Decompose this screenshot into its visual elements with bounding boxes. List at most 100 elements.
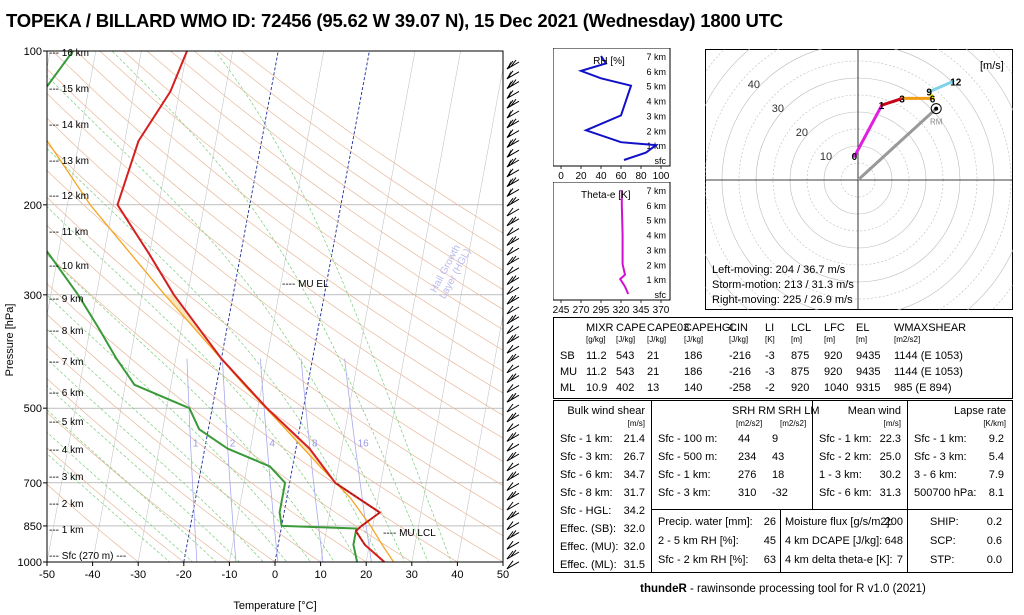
lower-tables: Bulk wind shear [m/s] Sfc - 1 km: 21.4 Sfc -… (553, 400, 1013, 573)
temperature-tick-label: 30 (406, 569, 418, 581)
dry-adiabat (47, 345, 322, 562)
param-unit: [K] (765, 335, 775, 344)
thetae-line (618, 190, 630, 295)
wind-barb (506, 521, 520, 531)
pressure-tick-label: 100 (24, 46, 42, 58)
temperature-tick-label: -10 (221, 569, 237, 581)
temperature-tick-label: -40 (85, 569, 101, 581)
wind-barb (506, 442, 520, 452)
hodo-ring-label: 40 (748, 79, 760, 91)
height-label: --- 1 km (49, 525, 83, 536)
table-row-value: 0.6 (986, 535, 1002, 547)
mu-lcl-label: ---- MU LCL (383, 528, 436, 539)
param-value: -216 (729, 350, 752, 362)
param-value: 543 (616, 350, 635, 362)
profile-height-label: sfc (654, 156, 666, 166)
table-row-label: Sfc - 2 km: (819, 451, 872, 463)
dewpoint-line (47, 51, 359, 562)
moist-adiabat (47, 328, 288, 562)
srh-rm-unit: [m2/s2] (736, 419, 763, 428)
hodo-point-label: 1 (879, 101, 885, 112)
table-row-value: 9.2 (988, 433, 1004, 445)
wind-barb (506, 471, 520, 482)
dry-adiabat (47, 378, 276, 562)
hodo-point-label: 12 (950, 77, 962, 88)
wind-barb (506, 560, 520, 570)
profile-x-tick-label: 80 (635, 171, 647, 182)
wind-barb (506, 236, 520, 246)
temperature-tick-label: 20 (360, 569, 372, 581)
wind-barb (506, 294, 520, 305)
hodo-point-label: 9 (926, 88, 932, 99)
table-title: Lapse rate (954, 405, 1006, 417)
profile-x-tick-label: 20 (575, 171, 587, 182)
table-row-value: 7 (896, 554, 903, 566)
isotherm (411, 66, 503, 562)
height-label: --- 16 km (49, 48, 89, 59)
table-row-value: 32.0 (623, 523, 645, 535)
srh-rm-value: 234 (738, 451, 757, 463)
table-row-value: 63 (763, 554, 776, 566)
isotherm (274, 51, 370, 562)
table-row-value: 8.1 (988, 487, 1004, 499)
profile-x-tick-label: 60 (615, 171, 627, 182)
table-row-value: 648 (884, 535, 903, 547)
parameter-table: MIXR [g/kg] CAPE [J/kg] CAPE03 [J/kg] CAPEHGL[… (553, 317, 1013, 399)
param-header: WMAXSHEAR (894, 322, 967, 334)
mixing-ratio-label: 2 (230, 439, 236, 450)
mixing-ratio-line (260, 358, 279, 562)
wind-barb (506, 432, 520, 442)
wind-barb (506, 255, 520, 266)
temperature-tick-label: -50 (39, 569, 55, 581)
hodo-segment (927, 79, 955, 94)
dry-adiabat (241, 51, 503, 234)
profile-x-tick-label: 0 (558, 171, 564, 182)
wind-barb (506, 344, 520, 354)
isotherm (47, 51, 97, 317)
srh-row-label: Sfc - 1 km: (658, 469, 711, 481)
table-row-label: SHIP: (930, 516, 959, 528)
moist-adiabat (47, 431, 194, 562)
table-row-value: 25.0 (879, 451, 901, 463)
profile-x-tick-label: 320 (613, 305, 630, 316)
table-row-label: Moisture flux [g/s/m2]: (785, 516, 893, 528)
hail-growth-label: Hail GrowthLayer (HGL) (428, 242, 473, 301)
param-value: 1040 (824, 382, 849, 394)
wind-barb (506, 462, 520, 472)
table-row-value: 32.0 (623, 541, 645, 553)
param-value: -216 (729, 366, 752, 378)
dry-adiabat (99, 51, 503, 351)
temperature-tick-label: 10 (314, 569, 326, 581)
param-unit: [m2/s2] (894, 335, 921, 344)
wind-barb (506, 90, 520, 99)
table-row-value: 200 (884, 516, 903, 528)
param-value: 402 (616, 382, 635, 394)
mean-wind-table: Mean wind [m/s] Sfc - 1 km: 22.3 Sfc - 2 km:… (813, 401, 907, 509)
table-row-label: Effec. (MU): (560, 541, 619, 553)
param-header: MIXR (586, 322, 614, 334)
hodo-point-label: 3 (899, 94, 905, 105)
param-unit: [J/kg] (647, 335, 667, 344)
mixing-ratio-label: 4 (269, 439, 275, 450)
storm-motion-text: Storm-motion: 213 / 31.3 m/s (712, 279, 854, 291)
storm-motion-vector (856, 107, 938, 182)
dry-adiabat (47, 224, 503, 562)
wind-barb (506, 286, 520, 295)
footer: thundeR - rawinsonde processing tool for… (553, 583, 1013, 595)
parcel-line (47, 138, 395, 562)
rm-marker (930, 103, 942, 115)
skewt-y-label: Pressure [hPa] (4, 304, 16, 377)
table-row-label: Sfc - 3 km: (560, 451, 613, 463)
table-row-value: 21.4 (623, 433, 645, 445)
footer-brand: thundeR (640, 583, 687, 595)
profile-height-label: 5 km (646, 82, 666, 92)
wind-barb (506, 275, 520, 286)
dry-adiabat (170, 51, 503, 291)
pressure-tick-label: 850 (24, 521, 42, 533)
mixing-ratio-line (344, 358, 372, 562)
mu-el-label: ---- MU EL (282, 279, 329, 290)
isotherm (183, 51, 279, 562)
param-unit: [J/kg] (616, 335, 636, 344)
profile-height-label: 5 km (646, 216, 666, 226)
